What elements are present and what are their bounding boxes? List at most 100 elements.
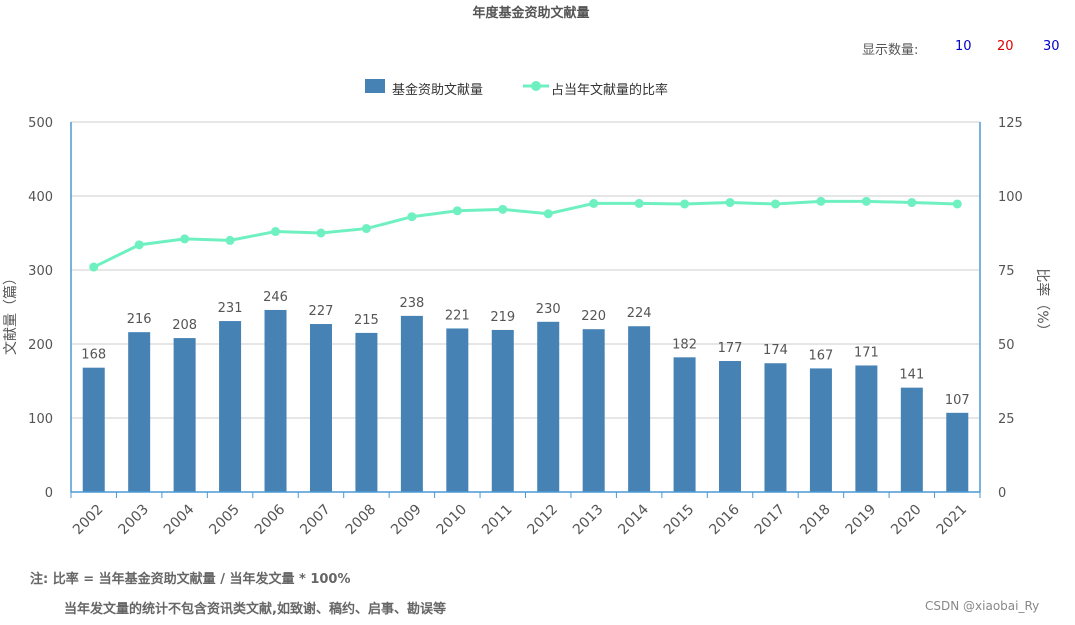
legend-ratio-label: 占当年文献量的比率	[551, 83, 669, 98]
display-count-label: 显示数量:	[862, 43, 919, 58]
y2-tick-label: 25	[998, 412, 1015, 427]
x-axis-ticks: 2002 2003 2004 2005 2006 2007 2008 2009 2010 2011…	[70, 501, 970, 538]
ratio-point-2007	[316, 228, 326, 238]
ratio-point-2018	[816, 196, 826, 206]
x-tick-label-2005: 2005	[206, 502, 243, 539]
chart-title: 年度基金资助文献量	[472, 6, 590, 21]
chart-grid	[71, 121, 980, 493]
ratio-point-2005	[225, 235, 235, 245]
bar-2003	[128, 332, 151, 492]
ratio-point-2020	[907, 198, 917, 208]
y2-tick-label: 0	[998, 486, 1006, 501]
ratio-point-2003	[134, 240, 144, 250]
bar-label-2017: 174	[763, 343, 788, 358]
right-axis-title: 比率（%）	[1034, 268, 1051, 337]
y-tick-label: 0	[45, 486, 53, 501]
y-tick-label: 100	[28, 412, 53, 427]
bar-series	[82, 309, 969, 492]
bar-label-2021: 107	[945, 393, 970, 408]
x-tick-label-2009: 2009	[388, 502, 425, 539]
x-tick-label-2013: 2013	[570, 502, 607, 539]
chart-axes	[70, 122, 981, 498]
x-tick-label-2021: 2021	[934, 502, 971, 539]
ratio-point-2002	[89, 262, 99, 272]
bar-2011	[491, 329, 514, 492]
x-tick-label-2014: 2014	[615, 501, 652, 538]
bar-2021	[946, 412, 969, 492]
bar-2013	[582, 329, 605, 492]
bar-label-2015: 182	[672, 337, 697, 352]
bar-label-2016: 177	[718, 341, 743, 356]
x-tick-label-2012: 2012	[525, 502, 562, 539]
bar-value-labels: 168 216 208 231 246 227 215 238 221 219 230 220 224 1…	[81, 290, 969, 408]
ratio-point-2009	[407, 212, 417, 222]
x-tick-label-2019: 2019	[843, 502, 880, 539]
bar-label-2006: 246	[263, 290, 288, 305]
bar-2015	[673, 357, 696, 492]
bar-label-2011: 219	[490, 310, 515, 325]
ratio-point-2004	[180, 234, 190, 244]
x-tick-label-2011: 2011	[479, 502, 516, 539]
display-count-option-20[interactable]: 20	[997, 39, 1014, 54]
ratio-point-2017	[770, 199, 780, 209]
bar-2008	[355, 332, 378, 492]
bar-2009	[400, 315, 423, 492]
x-tick-label-2016: 2016	[706, 501, 743, 538]
x-tick-label-2007: 2007	[297, 502, 334, 539]
left-axis-title: 文献量（篇）	[3, 271, 19, 355]
legend-line-swatch-icon	[523, 81, 549, 91]
x-tick-label-2004: 2004	[161, 501, 198, 538]
bar-2020	[900, 387, 923, 492]
bar-label-2003: 216	[127, 312, 152, 327]
ratio-point-2010	[452, 206, 462, 216]
display-count-selector: 显示数量: 10 20 30	[862, 39, 1060, 58]
bar-label-2020: 141	[899, 368, 924, 383]
x-tick-label-2018: 2018	[797, 502, 834, 539]
y-tick-label: 300	[28, 264, 53, 279]
bar-2012	[537, 321, 560, 492]
y2-tick-label: 75	[998, 264, 1015, 279]
ratio-point-2011	[498, 204, 508, 214]
bar-2002	[82, 367, 105, 492]
bar-label-2007: 227	[309, 304, 334, 319]
x-tick-label-2020: 2020	[888, 502, 925, 539]
y2-tick-label: 125	[998, 116, 1023, 131]
bar-2016	[719, 361, 742, 492]
ratio-point-2006	[271, 227, 281, 237]
x-tick-label-2010: 2010	[434, 502, 471, 539]
bar-label-2014: 224	[627, 306, 652, 321]
note-exclusion: 当年发文量的统计不包含资讯类文献,如致谢、稿约、启事、勘误等	[64, 602, 446, 617]
x-tick-label-2003: 2003	[115, 502, 152, 539]
display-count-option-10[interactable]: 10	[955, 39, 972, 54]
bar-label-2018: 167	[809, 348, 834, 363]
bar-label-2019: 171	[854, 345, 879, 360]
bar-2018	[809, 368, 832, 492]
ratio-point-2014	[634, 198, 644, 208]
ratio-point-2008	[361, 224, 371, 234]
ratio-point-2012	[543, 209, 553, 219]
bar-2005	[219, 321, 242, 492]
bar-2007	[309, 324, 332, 492]
bar-label-2004: 208	[172, 318, 197, 333]
display-count-option-30[interactable]: 30	[1043, 39, 1060, 54]
y-tick-label: 200	[28, 338, 53, 353]
y2-tick-label: 100	[998, 190, 1023, 205]
ratio-point-2021	[952, 199, 962, 209]
bar-label-2013: 220	[581, 309, 606, 324]
x-tick-label-2006: 2006	[252, 501, 289, 538]
ratio-point-2013	[589, 198, 599, 208]
bar-2019	[855, 365, 878, 492]
y-tick-label: 400	[28, 190, 53, 205]
bar-2006	[264, 309, 287, 492]
ratio-line-series	[89, 196, 962, 272]
note-ratio-formula: 注: 比率 = 当年基金资助文献量 / 当年发文量 * 100%	[30, 572, 351, 587]
ratio-point-2015	[680, 199, 690, 209]
bar-2017	[764, 363, 787, 492]
bar-label-2012: 230	[536, 302, 561, 317]
bar-label-2008: 215	[354, 313, 379, 328]
x-tick-label-2002: 2002	[70, 502, 107, 539]
ratio-point-2019	[861, 196, 871, 206]
y2-tick-label: 50	[998, 338, 1015, 353]
bar-label-2010: 221	[445, 308, 470, 323]
